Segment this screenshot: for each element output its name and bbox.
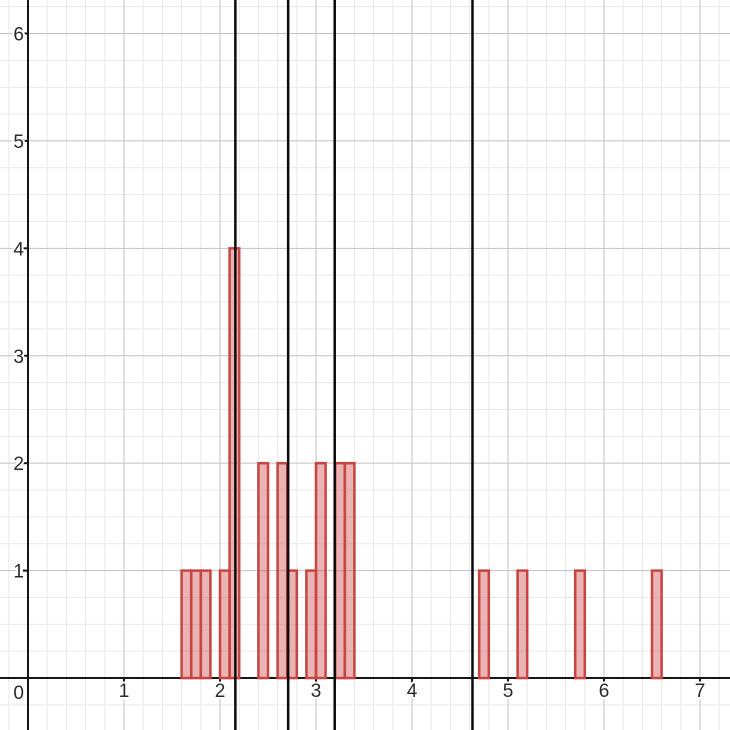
x-tick-label: 1	[119, 681, 130, 702]
histogram-bar	[516, 569, 529, 680]
histogram-bar	[199, 569, 212, 680]
y-tick-label: 2	[13, 454, 24, 475]
histogram-bar	[218, 569, 231, 680]
histogram-bar	[650, 569, 663, 680]
histogram-bar	[573, 569, 587, 680]
y-tick-label: 6	[13, 24, 24, 45]
origin-label: 0	[13, 683, 24, 704]
histogram-bar	[333, 461, 347, 680]
y-tick-label: 5	[13, 132, 24, 153]
x-tick-label: 2	[215, 681, 226, 702]
histogram-bar	[305, 569, 318, 680]
histogram-bar	[257, 461, 270, 680]
y-tick-label: 4	[13, 239, 24, 260]
x-tick-label: 5	[503, 681, 514, 702]
histogram-bar	[189, 569, 203, 680]
x-tick-label: 4	[407, 681, 418, 702]
x-tick-label: 6	[599, 681, 610, 702]
y-tick-label: 3	[13, 347, 24, 368]
x-tick-label: 3	[311, 681, 322, 702]
histogram-bar	[314, 461, 327, 680]
y-tick-label: 1	[13, 562, 24, 583]
histogram-bar	[477, 569, 491, 680]
histogram-bar	[180, 569, 193, 680]
histogram-bar	[276, 461, 289, 680]
x-tick-label: 7	[695, 681, 706, 702]
histogram-bar	[343, 461, 356, 680]
